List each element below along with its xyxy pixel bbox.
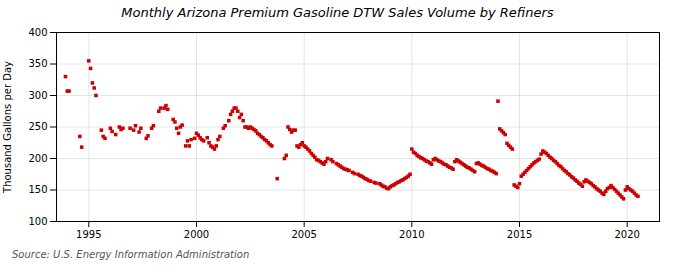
svg-text:250: 250 bbox=[28, 121, 47, 132]
svg-text:2020: 2020 bbox=[614, 229, 639, 240]
svg-text:150: 150 bbox=[28, 184, 47, 195]
svg-text:100: 100 bbox=[28, 216, 47, 227]
svg-text:200: 200 bbox=[28, 153, 47, 164]
svg-text:Thousand Gallons per Day: Thousand Gallons per Day bbox=[2, 61, 13, 194]
svg-text:2000: 2000 bbox=[184, 229, 209, 240]
svg-text:2015: 2015 bbox=[507, 229, 532, 240]
html-text:Monthly Arizona Premium Gasoli: Monthly Arizona Premium Gasoline DTW Sal… bbox=[121, 5, 554, 20]
svg-text:350: 350 bbox=[28, 58, 47, 69]
svg-text:1995: 1995 bbox=[76, 229, 101, 240]
html-text:Source: U.S. Energy Informatio: Source: U.S. Energy Information Administ… bbox=[12, 249, 250, 260]
svg-text:300: 300 bbox=[28, 90, 47, 101]
svg-text:2010: 2010 bbox=[399, 229, 424, 240]
svg-text:400: 400 bbox=[28, 27, 47, 38]
svg-text:2005: 2005 bbox=[291, 229, 316, 240]
